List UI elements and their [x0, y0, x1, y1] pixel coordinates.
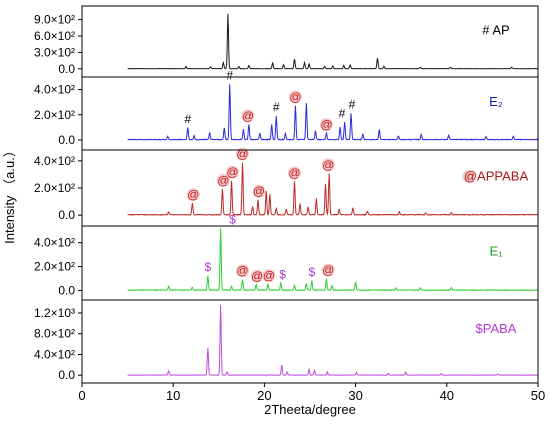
y-tick-label-4-2: 8.0×10² [34, 327, 75, 341]
peak-marker-bg-1-5 [319, 118, 333, 132]
y-tick-label-4-1: 4.0×10² [34, 347, 75, 361]
y-tick-label-2-0: 0.0 [58, 208, 75, 222]
peak-marker-bg-2-3 [236, 147, 250, 161]
x-tick-label-1: 10 [166, 388, 180, 403]
series-line-3 [127, 228, 539, 292]
panel-label-2: @APPABA [464, 168, 529, 183]
peak-marker-1-5: @ [320, 118, 332, 132]
y-tick-label-3-0: 0.0 [58, 283, 75, 297]
series-line-1 [127, 84, 539, 141]
peak-marker-1-4: @ [289, 90, 301, 104]
peak-marker-2-1: @ [217, 173, 229, 187]
peak-marker-3-0: $ [205, 260, 212, 274]
peak-marker-bg-2-4 [252, 184, 266, 198]
peak-marker-bg-2-6 [321, 158, 335, 172]
y-tick-label-2-1: 2.0×10² [34, 181, 75, 195]
y-tick-label-0-3: 9.0×10² [34, 13, 75, 27]
peak-marker-bg-2-0 [186, 188, 200, 202]
peak-marker-2-0: @ [187, 188, 199, 202]
peak-marker-2-5: @ [288, 166, 300, 180]
peak-marker-1-6: # [339, 106, 346, 120]
series-line-2 [127, 162, 539, 217]
y-tick-label-1-0: 0.0 [58, 133, 75, 147]
series-line-4 [127, 304, 538, 376]
y-tick-label-2-2: 4.0×10² [34, 154, 75, 168]
peak-marker-1-0: # [184, 112, 191, 126]
peak-marker-3-5: $ [279, 267, 286, 281]
peak-marker-bg-3-7 [321, 263, 335, 277]
peak-marker-3-3: @ [251, 269, 263, 283]
y-tick-label-0-0: 0.0 [58, 62, 75, 76]
panel-frame-4 [81, 299, 539, 384]
y-axis-label: Intensity （a.u.） [2, 144, 17, 244]
peak-marker-3-1: $ [229, 212, 236, 226]
peak-marker-3-6: $ [308, 265, 315, 279]
peak-marker-2-2: @ [226, 165, 238, 179]
peak-marker-2-4: @ [253, 184, 265, 198]
peak-marker-3-7: @ [322, 263, 334, 277]
peak-marker-2-3: @ [236, 147, 248, 161]
y-tick-label-1-2: 4.0×10² [34, 83, 75, 97]
panel-label-bg-2 [462, 169, 476, 183]
x-axis-label: 2Theeta/degree [264, 402, 356, 417]
x-tick-label-5: 50 [531, 388, 545, 403]
peak-marker-bg-3-2 [236, 264, 250, 278]
panel-label-4: $PABA [476, 321, 517, 336]
x-tick-label-3: 30 [348, 388, 362, 403]
peak-marker-bg-3-3 [250, 269, 264, 283]
panel-label-3: E₁ [489, 244, 503, 259]
panel-label-1: E₂ [489, 94, 503, 109]
peak-marker-2-6: @ [322, 158, 334, 172]
y-tick-label-0-2: 6.0×10² [34, 29, 75, 43]
y-tick-label-1-1: 2.0×10² [34, 108, 75, 122]
y-tick-label-0-1: 3.0×10² [34, 45, 75, 59]
panel-label-0: # AP [482, 22, 509, 37]
peak-marker-3-4: @ [263, 268, 275, 282]
y-tick-label-4-3: 1.2×10³ [34, 306, 75, 320]
peak-marker-bg-1-2 [241, 109, 255, 123]
peak-marker-1-3: # [273, 100, 280, 114]
x-tick-label-4: 40 [440, 388, 454, 403]
peak-marker-bg-2-5 [287, 166, 301, 180]
peak-marker-1-2: @ [242, 109, 254, 123]
peak-marker-3-2: @ [236, 264, 248, 278]
series-line-0 [127, 13, 538, 70]
y-tick-label-3-1: 2.0×10² [34, 260, 75, 274]
peak-marker-1-7: # [349, 98, 356, 112]
peak-marker-bg-2-1 [216, 173, 230, 187]
peak-marker-1-1: # [226, 69, 233, 83]
peak-marker-bg-3-4 [262, 268, 276, 282]
peak-marker-bg-2-2 [225, 165, 239, 179]
panel-frame-3 [81, 225, 539, 301]
x-tick-label-0: 0 [78, 388, 85, 403]
peak-marker-bg-1-4 [288, 90, 302, 104]
y-tick-label-4-0: 0.0 [58, 368, 75, 382]
x-tick-label-2: 20 [257, 388, 271, 403]
y-tick-label-3-2: 4.0×10² [34, 236, 75, 250]
